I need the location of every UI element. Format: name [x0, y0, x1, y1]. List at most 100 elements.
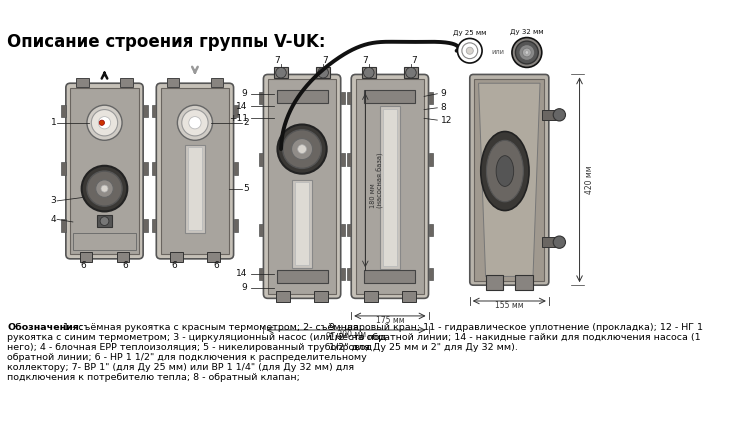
Circle shape	[91, 109, 118, 136]
Bar	[276, 270, 328, 283]
Text: 9: 9	[242, 89, 247, 98]
Circle shape	[554, 236, 565, 248]
Bar	[314, 291, 328, 302]
Circle shape	[405, 67, 416, 78]
Bar	[259, 92, 264, 104]
Bar	[364, 291, 378, 302]
Circle shape	[462, 43, 478, 59]
Bar	[428, 268, 433, 280]
Text: 180 мм
(насосная база): 180 мм (насосная база)	[370, 152, 384, 208]
Text: 155 мм: 155 мм	[495, 301, 524, 310]
Circle shape	[99, 120, 104, 125]
Bar	[341, 154, 345, 166]
Circle shape	[276, 67, 286, 78]
FancyBboxPatch shape	[156, 83, 233, 259]
Circle shape	[100, 217, 109, 226]
Bar	[233, 162, 238, 175]
Text: 2: 2	[243, 118, 249, 127]
Bar	[70, 88, 139, 254]
Bar	[143, 105, 147, 118]
Circle shape	[466, 47, 473, 54]
Bar	[62, 105, 66, 118]
Bar	[62, 162, 66, 175]
Text: обратной линии; 6 - НР 1 1/2" для подключения к распределительному: обратной линии; 6 - НР 1 1/2" для подклю…	[7, 353, 367, 362]
Circle shape	[364, 67, 374, 78]
Bar	[80, 252, 92, 263]
Circle shape	[522, 48, 531, 57]
Bar	[161, 88, 229, 254]
Text: 6: 6	[81, 261, 86, 270]
Bar	[428, 92, 433, 104]
Circle shape	[291, 139, 313, 160]
Circle shape	[189, 117, 201, 129]
Circle shape	[87, 105, 122, 140]
Bar	[76, 78, 89, 87]
Text: 12: 12	[441, 115, 452, 124]
Bar	[210, 78, 223, 87]
Text: 1/2" на обратной линии; 14 - накидные гайки для подключения насоса (1: 1/2" на обратной линии; 14 - накидные га…	[329, 333, 701, 342]
Bar	[274, 67, 288, 78]
Text: 175 мм: 175 мм	[376, 316, 404, 325]
Bar	[404, 67, 418, 78]
Bar	[516, 275, 533, 290]
Bar	[347, 92, 351, 104]
Bar	[347, 224, 351, 236]
Circle shape	[96, 180, 113, 197]
Bar	[347, 154, 351, 166]
FancyBboxPatch shape	[66, 83, 143, 259]
Ellipse shape	[487, 140, 523, 202]
Text: 9: 9	[242, 283, 247, 292]
Circle shape	[512, 38, 542, 67]
Text: Ду 32 мм: Ду 32 мм	[510, 29, 544, 35]
Bar	[207, 252, 219, 263]
Text: 1/2" для Ду 25 мм и 2" для Ду 32 мм).: 1/2" для Ду 25 мм и 2" для Ду 32 мм).	[329, 343, 518, 352]
Bar	[428, 224, 433, 236]
FancyBboxPatch shape	[470, 75, 549, 285]
Bar	[356, 79, 424, 294]
Circle shape	[82, 166, 127, 211]
Circle shape	[277, 124, 327, 174]
Bar	[383, 109, 397, 266]
Circle shape	[298, 145, 307, 154]
Bar	[295, 182, 309, 265]
Circle shape	[516, 41, 538, 64]
Text: 6: 6	[123, 261, 128, 270]
Text: 1: 1	[50, 118, 56, 127]
Bar	[341, 224, 345, 236]
Bar	[188, 147, 202, 230]
Circle shape	[101, 185, 108, 192]
Circle shape	[554, 109, 565, 121]
Text: подключения к потребителю тепла; 8 - обратный клапан;: подключения к потребителю тепла; 8 - обр…	[7, 373, 300, 382]
Circle shape	[457, 39, 482, 63]
Text: коллектору; 7- ВР 1" (для Ду 25 мм) или ВР 1 1/4" (для Ду 32 мм) для: коллектору; 7- ВР 1" (для Ду 25 мм) или …	[7, 363, 354, 372]
Text: 8: 8	[441, 103, 447, 112]
Text: 14: 14	[236, 102, 247, 111]
Bar	[233, 105, 238, 118]
Bar	[62, 219, 66, 232]
Bar	[362, 67, 376, 78]
Bar	[259, 268, 264, 280]
Text: от 200 мм: от 200 мм	[326, 330, 366, 339]
Bar	[185, 145, 205, 233]
Ellipse shape	[481, 132, 529, 211]
Bar	[365, 90, 416, 103]
Bar	[98, 215, 111, 227]
Bar	[542, 109, 561, 120]
Bar	[347, 268, 351, 280]
Bar	[152, 219, 156, 232]
Text: 9 - шаровый кран; 11 - гидравлическое уплотнение (прокладка); 12 - НГ 1: 9 - шаровый кран; 11 - гидравлическое уп…	[329, 323, 703, 332]
Text: него); 4 - блочная EPP теплоизоляция; 5 - никелированный трубопровод: него); 4 - блочная EPP теплоизоляция; 5 …	[7, 343, 372, 352]
Bar	[143, 162, 147, 175]
Bar	[293, 180, 312, 268]
Bar	[170, 252, 182, 263]
Text: 6: 6	[171, 261, 177, 270]
Circle shape	[283, 130, 322, 169]
Text: 3: 3	[50, 196, 56, 205]
Text: Обозначения:: Обозначения:	[7, 323, 83, 332]
Bar	[542, 237, 561, 248]
Text: 7: 7	[411, 56, 417, 65]
Ellipse shape	[496, 156, 514, 187]
FancyBboxPatch shape	[264, 75, 341, 298]
Bar	[402, 291, 416, 302]
Circle shape	[519, 45, 535, 60]
